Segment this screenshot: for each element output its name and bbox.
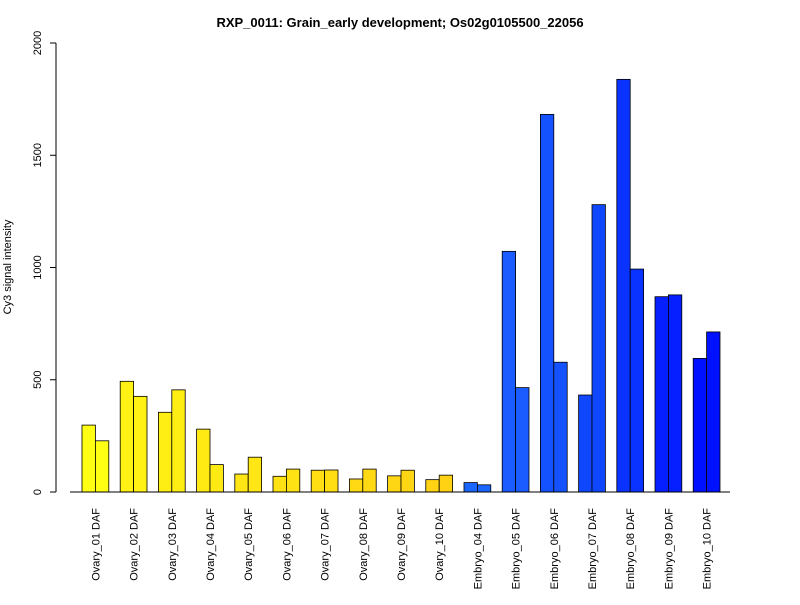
x-tick-label: Embryo_04 DAF: [472, 508, 484, 590]
bar-1-series-2: [95, 440, 110, 493]
bar-2-series-1: [119, 380, 134, 493]
bar-14-series-2: [591, 204, 606, 493]
x-tick-label: Ovary_10 DAF: [434, 508, 446, 581]
bar-4-series-1: [196, 428, 211, 493]
x-tick-label: Ovary_07 DAF: [320, 508, 332, 581]
bar-9-series-1: [387, 475, 402, 493]
bar-11-series-1: [463, 482, 478, 493]
bar-14-series-1: [578, 394, 593, 493]
y-axis: 0 500 1000 1500 2000: [32, 31, 57, 495]
bar-15-series-1: [616, 78, 631, 493]
x-tick-label: Ovary_02 DAF: [129, 508, 141, 581]
bar-11-series-2: [476, 484, 492, 493]
x-tick-label: Embryo_07 DAF: [587, 508, 599, 590]
bar-13-series-1: [540, 113, 555, 493]
y-axis-label: Cy3 signal intensity: [2, 219, 14, 314]
bar-15-series-2: [629, 268, 645, 493]
bar-16-series-1: [654, 296, 669, 493]
x-tick-label: Embryo_05 DAF: [511, 508, 523, 590]
bar-3-series-1: [157, 411, 173, 493]
x-tick-label: Ovary_05 DAF: [243, 508, 255, 581]
x-tick-label: Embryo_06 DAF: [549, 508, 561, 590]
bar-1-series-1: [81, 424, 96, 493]
bar-3-series-2: [171, 389, 186, 493]
bar-6-series-2: [285, 468, 301, 493]
x-tick-label: Embryo_08 DAF: [625, 508, 637, 590]
y-tick-label: 2000: [32, 31, 44, 55]
x-tick-label: Embryo_10 DAF: [702, 508, 714, 590]
bar-13-series-2: [553, 361, 568, 493]
x-tick-label: Embryo_09 DAF: [663, 508, 675, 590]
bar-16-series-2: [668, 294, 683, 493]
bar-17-series-2: [706, 331, 721, 493]
x-tick-label: Ovary_08 DAF: [358, 508, 370, 581]
x-tick-label: Ovary_06 DAF: [281, 508, 293, 581]
bars-group: [81, 78, 721, 493]
bar-12-series-1: [501, 250, 517, 493]
y-tick-label: 1000: [32, 255, 44, 279]
bar-2-series-2: [133, 395, 148, 493]
bar-12-series-2: [515, 387, 530, 493]
x-tick-label: Ovary_03 DAF: [167, 508, 179, 581]
bar-6-series-1: [272, 475, 287, 493]
bar-4-series-2: [209, 464, 224, 493]
bar-7-series-2: [324, 469, 339, 493]
bar-5-series-1: [234, 473, 249, 493]
bar-10-series-2: [438, 474, 454, 493]
chart-title: RXP_0011: Grain_early development; Os02g…: [216, 15, 583, 30]
bar-17-series-1: [692, 358, 708, 493]
x-tick-label: Ovary_09 DAF: [396, 508, 408, 581]
bar-10-series-1: [425, 479, 440, 493]
bar-8-series-1: [348, 478, 364, 493]
y-tick-label: 500: [32, 371, 44, 389]
bar-9-series-2: [400, 469, 415, 493]
x-tick-label: Ovary_01 DAF: [90, 508, 102, 581]
x-tick-label: Ovary_04 DAF: [205, 508, 217, 581]
bar-8-series-2: [362, 468, 377, 493]
x-axis: Ovary_01 DAF Ovary_02 DAF Ovary_03 DAF Ovar…: [70, 491, 730, 590]
y-tick-label: 0: [32, 489, 44, 495]
bar-5-series-2: [247, 456, 262, 493]
y-tick-label: 1500: [32, 143, 44, 167]
bar-7-series-1: [310, 469, 326, 493]
